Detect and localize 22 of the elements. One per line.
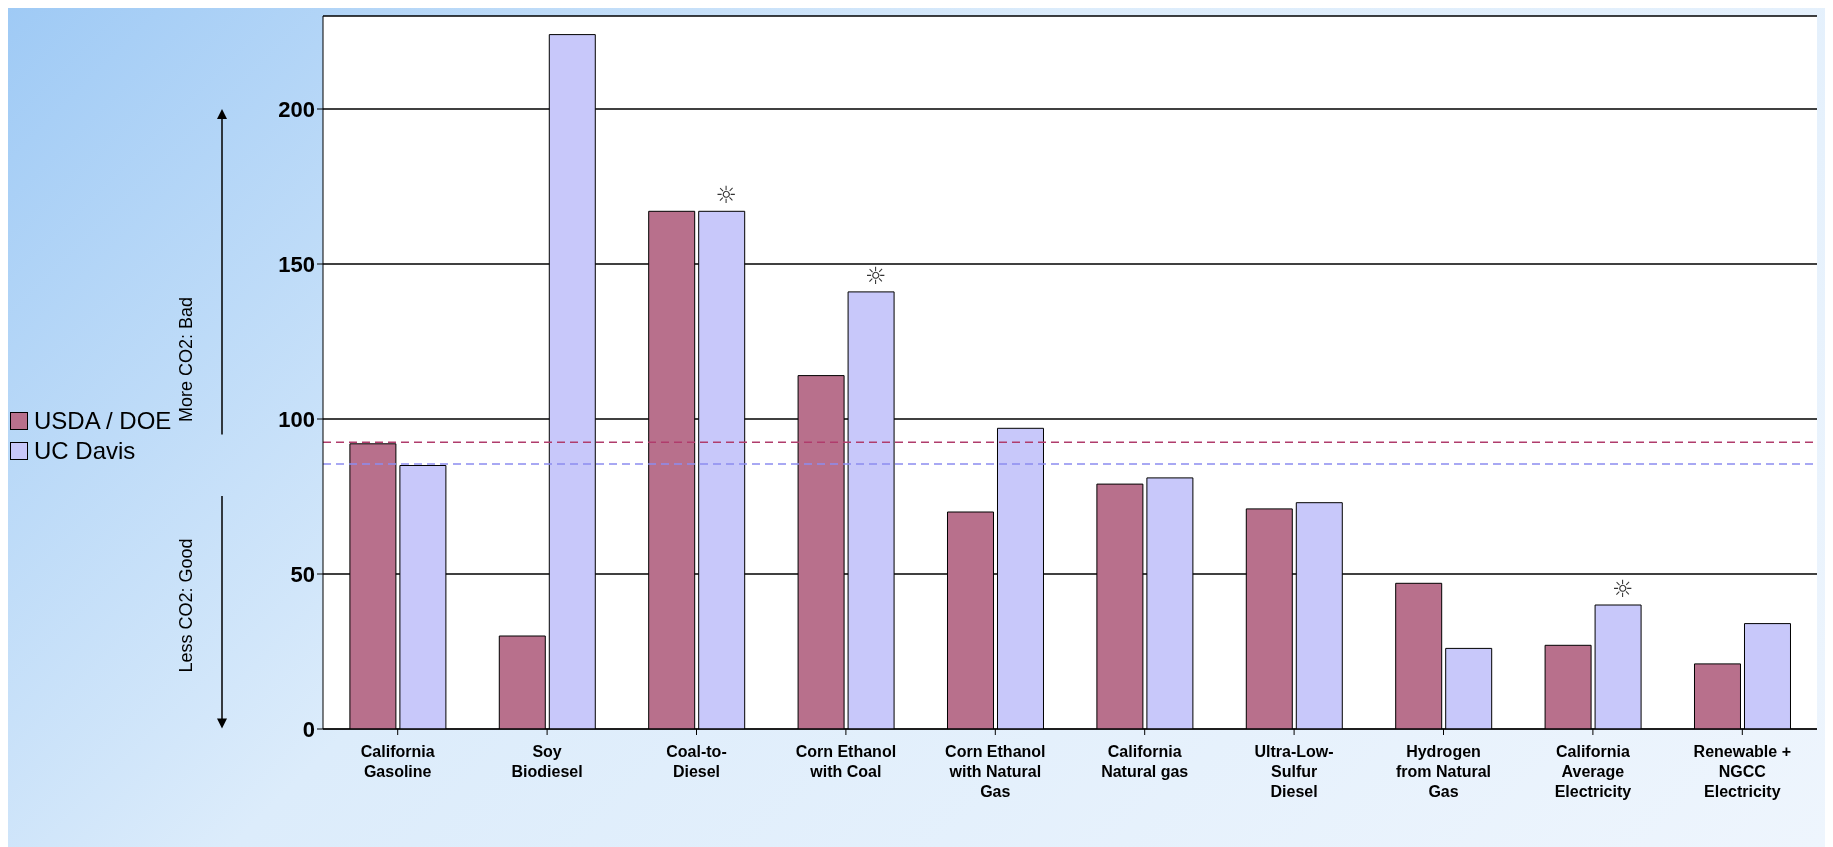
- sun-icon: ☼: [865, 261, 887, 290]
- text: More CO2: Bad: [175, 296, 197, 422]
- y-tick-label: 100: [278, 406, 315, 432]
- x-tick-label: California Average Electricity: [1554, 743, 1632, 800]
- x-tick-label: Hydrogen from Natural Gas: [1395, 743, 1492, 800]
- x-tick-label: California Gasoline: [360, 743, 435, 780]
- y-tick-label: 200: [278, 96, 315, 122]
- sun-icon: ☼: [715, 181, 738, 210]
- y-tick-label: 150: [278, 251, 315, 277]
- y-tick-label: 50: [290, 561, 315, 587]
- y-tick-label: 0: [302, 716, 315, 742]
- x-tick-label: Corn Ethanol with Coal: [795, 743, 897, 780]
- text: Less CO2: Good: [175, 537, 197, 673]
- x-tick-label: Corn Ethanol with Natural Gas: [945, 743, 1046, 800]
- legend-label: USDA / DOE: [34, 407, 172, 435]
- x-tick-label: California Natural gas: [1101, 743, 1189, 780]
- x-tick-label: Coal-to-Diesel: [666, 743, 727, 780]
- legend-label: UC Davis: [34, 437, 136, 465]
- sun-icon: ☼: [1612, 575, 1634, 603]
- x-tick-label: Soy Biodiesel: [511, 743, 583, 780]
- x-tick-label: Renewable + NGCC Electricity: [1693, 743, 1791, 800]
- x-tick-label: Ultra-Low-Sulfur Diesel: [1254, 743, 1334, 800]
